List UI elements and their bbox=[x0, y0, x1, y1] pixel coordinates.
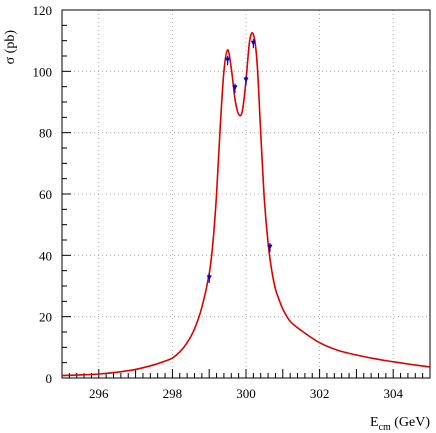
point-marker bbox=[267, 244, 273, 250]
point-marker bbox=[206, 275, 212, 281]
grid bbox=[62, 10, 430, 378]
point-marker bbox=[225, 57, 231, 63]
data-point bbox=[267, 243, 273, 253]
x-tick-label: 296 bbox=[89, 386, 109, 401]
x-tick-label: 304 bbox=[383, 386, 403, 401]
y-tick-label: 80 bbox=[39, 126, 52, 141]
y-tick-label: 40 bbox=[39, 248, 52, 263]
data-point bbox=[232, 83, 238, 93]
data-point bbox=[250, 39, 256, 49]
x-axis-label-main: E bbox=[370, 415, 379, 430]
fit-curve bbox=[61, 32, 431, 377]
x-axis-label-unit: (GeV) bbox=[391, 415, 431, 430]
x-axis-label: Ecm (GeV) bbox=[370, 415, 430, 433]
point-marker bbox=[243, 77, 249, 83]
y-tick-label: 0 bbox=[46, 371, 53, 386]
x-tick-label: 300 bbox=[236, 386, 256, 401]
y-axis-label: σ (pb) bbox=[3, 30, 18, 65]
tick-labels: 296 298 300 302 304 0 20 40 60 80 100 120 bbox=[33, 3, 404, 401]
data-point bbox=[225, 56, 231, 66]
data-point bbox=[243, 75, 249, 86]
data-points bbox=[206, 39, 273, 283]
x-axis-label-sub: cm bbox=[379, 422, 391, 433]
y-tick-label: 100 bbox=[33, 64, 53, 79]
x-tick-label: 302 bbox=[310, 386, 330, 401]
x-tick-label: 298 bbox=[163, 386, 183, 401]
point-marker bbox=[232, 85, 238, 91]
y-tick-label: 20 bbox=[39, 310, 52, 325]
point-marker bbox=[250, 40, 256, 46]
y-tick-label: 120 bbox=[33, 3, 53, 18]
y-tick-label: 60 bbox=[39, 187, 52, 202]
axis-ticks bbox=[61, 9, 431, 379]
data-point bbox=[206, 273, 212, 283]
